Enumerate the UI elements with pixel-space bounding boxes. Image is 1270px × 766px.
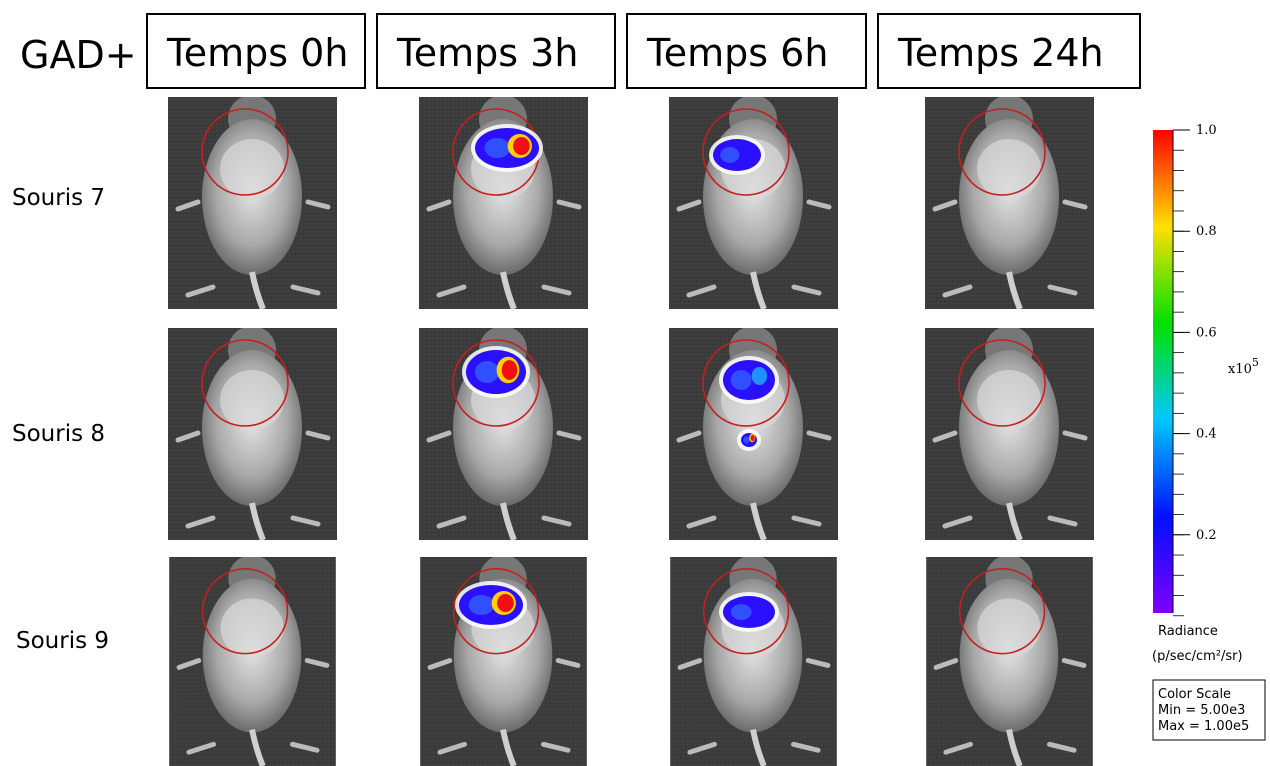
- mouse: [168, 326, 337, 540]
- timepoint-label: Temps 24h: [897, 31, 1104, 75]
- tick-label: 0.4: [1196, 427, 1217, 442]
- signal-mid: [752, 367, 768, 385]
- mouse-image: [169, 555, 336, 766]
- tick-label: 1.0: [1196, 123, 1217, 138]
- mouse-image: [419, 95, 588, 309]
- row-label: Souris 8: [12, 421, 105, 447]
- legend-max: Max = 1.00e5: [1158, 719, 1249, 734]
- tick-label: 0.8: [1196, 224, 1217, 239]
- page: {"header":{"group":"GAD+","timepoints":[…: [0, 0, 1270, 766]
- signal-core: [731, 604, 752, 620]
- mouse: [926, 555, 1093, 766]
- tick-label: 0.6: [1196, 325, 1217, 340]
- color-bar: [1153, 130, 1173, 613]
- multiplier-exponent: 5: [1252, 356, 1259, 369]
- figure: GAD+ Radiance (p/sec/cm²/sr) Color Scale…: [0, 0, 1270, 766]
- timepoint-label: Temps 6h: [646, 31, 828, 75]
- mouse-image: [669, 326, 838, 540]
- unit: (p/sec/cm²/sr): [1152, 649, 1243, 664]
- signal-hot: [502, 360, 518, 380]
- mouse-image: [420, 555, 587, 766]
- timepoint-label: Temps 0h: [166, 31, 348, 75]
- signal-core: [469, 595, 495, 615]
- signal-hot: [513, 137, 530, 155]
- mouse-image: [670, 555, 837, 766]
- legend-min: Min = 5.00e3: [1158, 703, 1245, 718]
- signal-core: [731, 370, 752, 390]
- legend-title: Color Scale: [1158, 687, 1231, 702]
- signal-core: [720, 147, 739, 163]
- tick-label: 0.2: [1196, 528, 1217, 543]
- mouse-image: [925, 95, 1094, 309]
- unit-label: Radiance: [1158, 624, 1218, 639]
- mouse: [925, 326, 1094, 540]
- multiplier: x105: [1228, 356, 1259, 377]
- mouse: [925, 95, 1094, 309]
- multiplier-base: x10: [1228, 362, 1252, 377]
- mouse-image: [168, 95, 337, 309]
- signal-hot: [751, 435, 755, 441]
- row-label: Souris 9: [16, 628, 109, 654]
- mouse: [670, 555, 837, 766]
- signal-core: [743, 437, 749, 444]
- mouse: [168, 95, 337, 309]
- group-label: GAD+: [20, 33, 137, 77]
- signal-core: [485, 138, 511, 158]
- mouse-image: [926, 555, 1093, 766]
- mouse: [169, 555, 336, 766]
- signal-core: [475, 361, 499, 383]
- mouse-image: [419, 326, 588, 540]
- timepoint-label: Temps 3h: [396, 31, 578, 75]
- mouse-image: [925, 326, 1094, 540]
- mouse-image: [669, 95, 838, 309]
- mouse-image: [168, 326, 337, 540]
- row-label: Souris 7: [12, 185, 105, 211]
- signal-hot: [497, 594, 514, 612]
- mouse: [669, 95, 838, 309]
